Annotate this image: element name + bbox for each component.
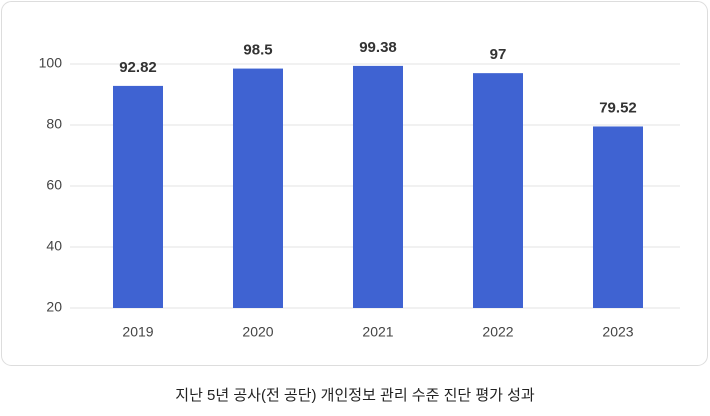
bar [353,65,403,309]
y-tick-label: 100 [39,55,63,71]
bar [233,68,283,308]
bar [593,126,643,309]
x-tick-label: 2022 [482,324,513,340]
value-label: 79.52 [599,99,637,116]
value-label: 92.82 [119,59,157,76]
y-tick-label: 20 [46,299,62,315]
chart-caption: 지난 5년 공사(전 공단) 개인정보 관리 수준 진단 평가 성과 [175,387,535,404]
x-tick-label: 2020 [242,324,273,340]
value-label: 97 [490,46,507,63]
x-tick-label: 2019 [122,324,153,340]
bar [113,85,163,308]
y-tick-label: 60 [46,177,62,193]
y-tick-label: 80 [46,116,62,132]
value-label: 98.5 [243,42,272,59]
bar [473,73,523,309]
value-label: 99.38 [359,39,397,56]
y-tick-label: 40 [46,238,62,254]
x-tick-label: 2021 [362,324,393,340]
x-tick-label: 2023 [602,324,633,340]
